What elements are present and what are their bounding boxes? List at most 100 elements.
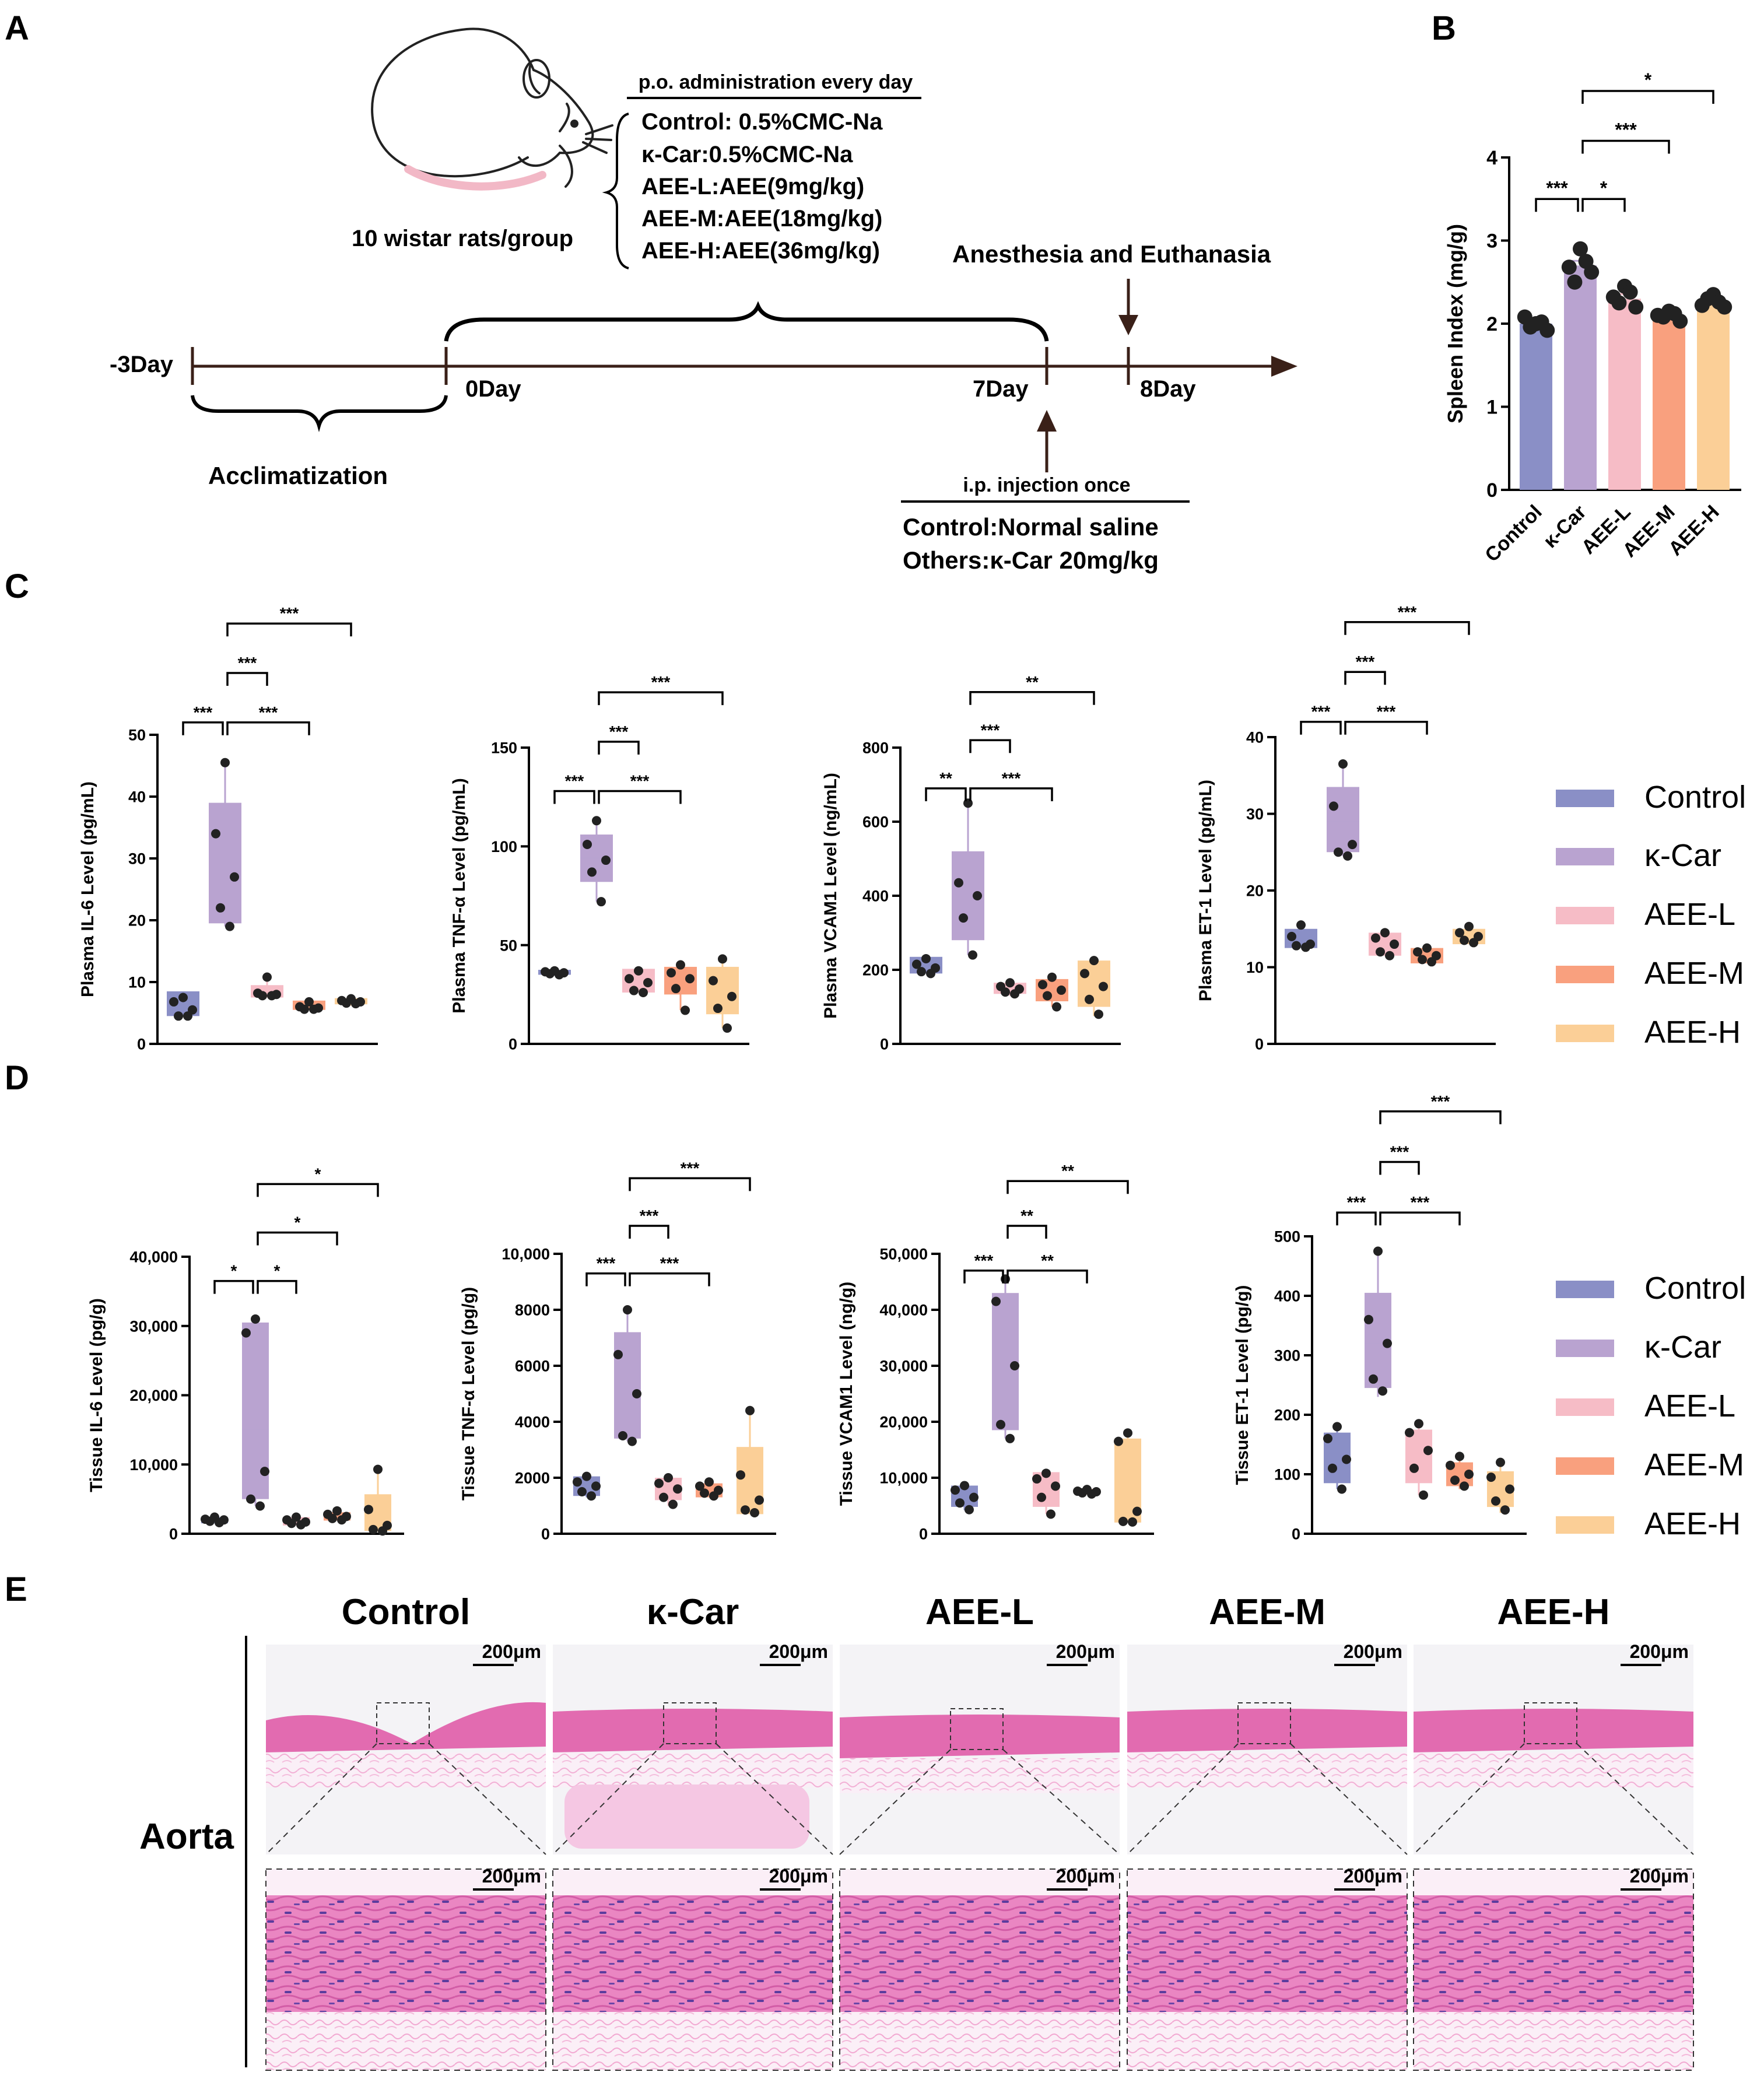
data-point — [668, 1499, 678, 1509]
significance-label: * — [1600, 177, 1608, 198]
group-line-5: AEE-H:AEE(36mg/kg) — [641, 238, 880, 264]
y-axis-label: Tissue VCAM1 Level (ng/g) — [837, 1282, 856, 1506]
significance-label: * — [274, 1262, 280, 1280]
data-point — [373, 1464, 383, 1474]
significance-bracket — [257, 1279, 297, 1294]
significance-label: * — [315, 1165, 321, 1183]
significance-bracket — [1379, 1211, 1461, 1226]
significance-bracket — [969, 691, 1095, 705]
significance-bracket — [963, 1270, 1004, 1284]
y-tick-label: 30,000 — [129, 1317, 178, 1335]
data-point — [555, 970, 564, 980]
y-tick-label: 50 — [500, 937, 517, 954]
significance-bracket — [1007, 1180, 1129, 1194]
y-tick-label: 200 — [862, 962, 889, 979]
zoom-box — [1524, 1702, 1577, 1744]
chart-tissue_et1: 0 100 200 300 400 500 Tissue ET-1 Level (pg/g)… — [1233, 1092, 1527, 1543]
media-layer — [266, 1895, 546, 2012]
data-point — [1409, 1463, 1419, 1473]
data-point — [667, 968, 676, 978]
data-point — [1667, 306, 1682, 321]
y-tick-label: 400 — [862, 888, 889, 905]
adventitia-highmag — [266, 2012, 546, 2070]
significance-label: ** — [1061, 1162, 1074, 1180]
data-point — [241, 1328, 251, 1338]
data-point — [1287, 931, 1296, 941]
significance-label: *** — [1377, 703, 1396, 721]
data-point — [216, 903, 225, 913]
significance-bracket — [969, 739, 1011, 753]
legend-label-aee-h: AEE-H — [1644, 1506, 1741, 1541]
y-axis-label: Spleen Index (mg/g) — [1443, 224, 1467, 423]
media-layer — [840, 1895, 1120, 2012]
data-point — [1089, 956, 1099, 966]
significance-label: * — [1644, 69, 1652, 90]
injection-header: i.p. injection once — [963, 474, 1130, 496]
significance-label: *** — [194, 703, 213, 721]
adventitia — [553, 1752, 833, 1787]
data-point — [1505, 1484, 1514, 1494]
significance-bracket — [1535, 198, 1579, 212]
data-point — [1080, 969, 1089, 979]
significance-bracket — [629, 1177, 751, 1191]
panel-label-e: E — [5, 1570, 27, 1608]
bar-3 — [1653, 315, 1685, 490]
data-point — [745, 1405, 755, 1415]
vessel-wall — [840, 1715, 1120, 1758]
column-header-3: AEE-M — [1209, 1592, 1325, 1632]
data-point — [255, 1501, 265, 1511]
significance-bracket — [1379, 1110, 1502, 1124]
legend-panel-c: Control κ-Car AEE-L AEE-M AEE-H — [1556, 780, 1746, 1050]
y-tick-label: 10,000 — [502, 1246, 550, 1263]
injection-line-2: Others:κ-Car 20mg/kg — [903, 546, 1159, 574]
significance-bracket — [1581, 198, 1626, 212]
y-axis-label: Tissue ET-1 Level (pg/g) — [1233, 1285, 1252, 1485]
bar-2 — [1608, 299, 1641, 490]
y-tick-label: 40 — [1246, 729, 1264, 746]
data-point — [573, 1477, 582, 1487]
y-tick-label: 150 — [491, 739, 517, 757]
timeline-arrowhead — [1271, 356, 1297, 377]
data-point — [369, 1524, 378, 1534]
y-tick-label: 0 — [1255, 1036, 1264, 1053]
acclimatization-brace — [191, 395, 448, 433]
significance-bracket — [1379, 1161, 1420, 1175]
significance-bracket — [226, 622, 352, 637]
data-point — [713, 1004, 723, 1014]
data-point — [337, 1515, 346, 1525]
data-point — [1419, 1490, 1428, 1500]
data-point — [991, 1296, 1001, 1306]
y-axis-label: Tissue TNF-α Level (pg/g) — [459, 1287, 478, 1500]
box-1 — [209, 802, 241, 924]
zoom-box — [950, 1708, 1004, 1750]
data-point — [685, 974, 695, 984]
data-point — [1373, 1246, 1383, 1256]
data-point — [755, 1495, 764, 1505]
data-point — [1418, 955, 1427, 965]
zoom-box — [376, 1702, 430, 1744]
data-point — [583, 839, 592, 849]
y-tick-label: 30,000 — [879, 1358, 928, 1375]
zoom-guide — [716, 1743, 833, 1855]
legend-swatch-aee-l — [1556, 907, 1614, 924]
adventitia — [840, 1758, 1120, 1793]
data-point — [332, 1506, 342, 1516]
significance-label: *** — [1398, 603, 1417, 621]
chart-plasma_il6: 0 10 20 30 40 50 Plasma IL-6 Level (pg/mL) *** *… — [78, 604, 378, 1053]
data-point — [1455, 928, 1464, 938]
y-tick-label: 0 — [508, 1036, 517, 1053]
significance-bracket — [182, 721, 224, 735]
data-point — [1123, 1428, 1132, 1438]
y-tick-label: 8000 — [515, 1302, 550, 1319]
legend-label-aee-m: AEE-M — [1644, 1447, 1744, 1482]
data-point — [1078, 1488, 1087, 1498]
panel-e-histology: Aorta Control 200μm 200μm κ-Car 200μm 200μm AE… — [139, 1592, 1694, 2071]
significance-label: *** — [1411, 1193, 1430, 1211]
data-point — [1380, 928, 1390, 938]
vessel-wall — [1127, 1709, 1407, 1752]
zoom-guide — [1290, 1743, 1408, 1855]
significance-label: *** — [1347, 1193, 1366, 1211]
rat-illustration — [371, 27, 613, 191]
y-tick-label: 600 — [862, 814, 889, 831]
